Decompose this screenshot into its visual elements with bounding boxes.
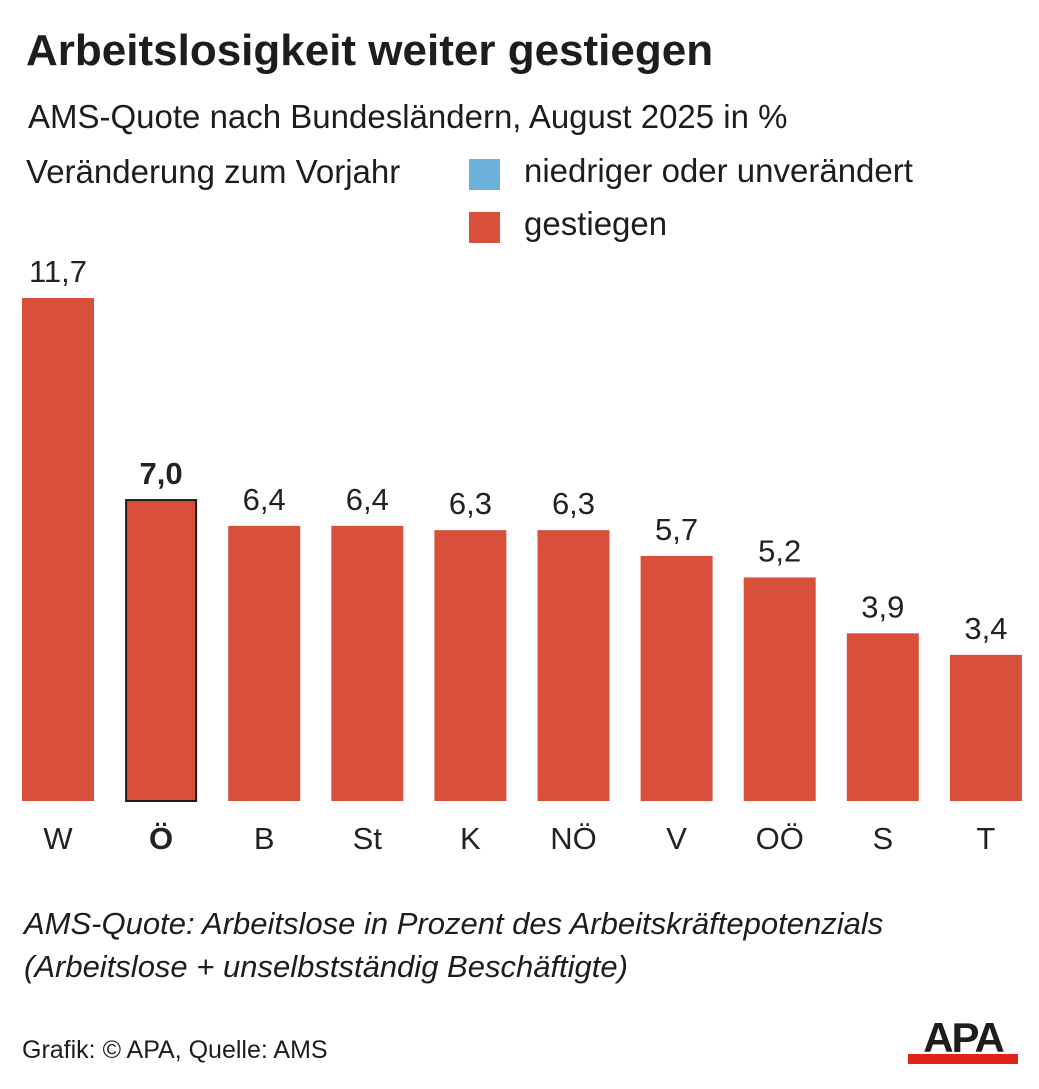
footnote-line-1: AMS-Quote: Arbeitslose in Prozent des Ar… — [24, 906, 884, 941]
bar-v — [640, 555, 713, 801]
value-label-b: 6,4 — [243, 482, 286, 517]
legend-label-lower: niedriger oder unverändert — [524, 152, 913, 189]
value-label-t: 3,4 — [964, 611, 1007, 646]
category-label-st: St — [353, 821, 383, 856]
category-label-oe: Ö — [149, 821, 173, 856]
bar-chart: 11,7 W 7,0 Ö 6,4 B 6,4 St 6,3 K 6,3 NÖ 5,7 V 5,2 OÖ 3,9 S… — [22, 254, 1022, 856]
bar-b — [228, 525, 301, 801]
bar-noe — [537, 530, 610, 801]
category-label-b: B — [254, 821, 275, 856]
chart-title: Arbeitslosigkeit weiter gestiegen — [26, 26, 714, 75]
legend-heading: Veränderung zum Vorjahr — [26, 153, 401, 190]
value-label-w: 11,7 — [29, 254, 87, 289]
value-label-ooe: 5,2 — [758, 533, 801, 568]
legend-swatch-increased — [469, 212, 500, 243]
value-label-v: 5,7 — [655, 512, 698, 547]
bar-k — [434, 530, 507, 801]
apa-logo-bar — [908, 1054, 1018, 1064]
chart-subtitle: AMS-Quote nach Bundesländern, August 202… — [28, 98, 788, 135]
bar-w — [22, 298, 94, 801]
bar-t — [949, 654, 1022, 801]
value-label-noe: 6,3 — [552, 486, 595, 521]
value-label-oe: 7,0 — [140, 456, 183, 491]
category-label-s: S — [872, 821, 893, 856]
apa-logo-text: APA — [923, 1018, 1004, 1061]
bar-st — [331, 525, 404, 801]
value-label-k: 6,3 — [449, 486, 492, 521]
source-credit: Grafik: © APA, Quelle: AMS — [22, 1036, 328, 1064]
category-label-noe: NÖ — [550, 821, 597, 856]
footnote-line-2: (Arbeitslose + unselbstständig Beschäfti… — [24, 949, 628, 984]
category-label-w: W — [43, 821, 73, 856]
bar-ooe — [743, 577, 816, 801]
category-label-ooe: OÖ — [756, 821, 804, 856]
category-label-k: K — [460, 821, 481, 856]
bar-oe — [125, 499, 198, 802]
category-label-v: V — [666, 821, 687, 856]
apa-logo: APA — [908, 1018, 1018, 1064]
legend-swatch-lower — [469, 159, 500, 190]
legend-label-increased: gestiegen — [524, 205, 668, 242]
value-label-st: 6,4 — [346, 482, 389, 517]
footnote: AMS-Quote: Arbeitslose in Prozent des Ar… — [24, 902, 883, 988]
category-label-t: T — [976, 821, 995, 856]
bar-s — [846, 633, 919, 801]
value-label-s: 3,9 — [861, 589, 904, 624]
